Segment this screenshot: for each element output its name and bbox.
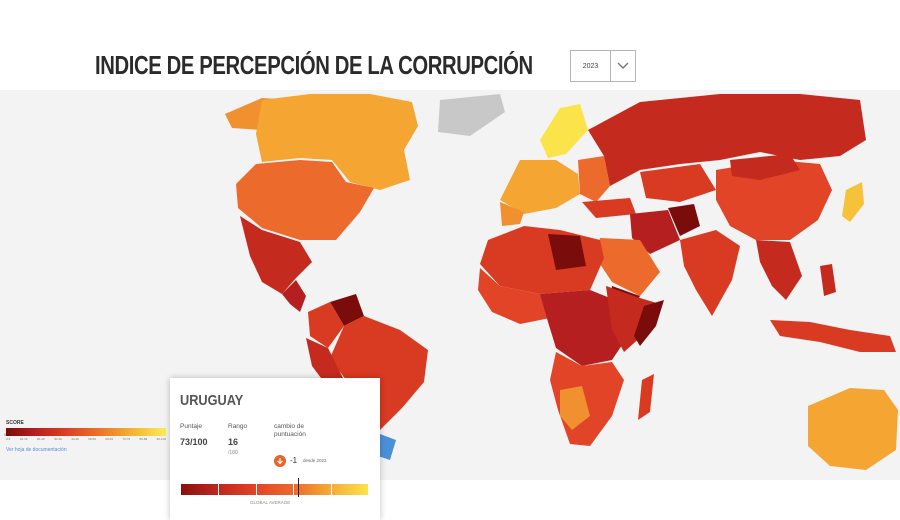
country-greenland[interactable] xyxy=(438,94,505,136)
country-mexico[interactable] xyxy=(240,216,312,294)
country-iberia[interactable] xyxy=(500,202,524,226)
score-marker xyxy=(298,478,299,497)
change-since: desde 2022 xyxy=(303,458,327,463)
country-colombia[interactable] xyxy=(308,302,344,348)
legend-tick: 70-79 xyxy=(122,437,131,441)
legend-tick: 30-39 xyxy=(53,437,62,441)
score-value: 73/100 xyxy=(180,437,208,447)
country-east-africa[interactable] xyxy=(606,286,660,352)
country-china[interactable] xyxy=(716,160,832,240)
change-label-line-1: cambio de xyxy=(274,423,304,430)
score-scale-bar xyxy=(181,484,368,495)
country-eastern-europe[interactable] xyxy=(578,156,610,202)
legend-tick: 10-19 xyxy=(19,437,28,441)
country-peru[interactable] xyxy=(306,338,344,390)
country-western-europe[interactable] xyxy=(500,160,580,214)
country-west-africa[interactable] xyxy=(478,268,550,324)
map-legend: SCORE 0-9 10-19 20-29 30-39 40-49 50-59 … xyxy=(4,420,171,453)
country-madagascar[interactable] xyxy=(638,374,654,420)
rank-label: Rango xyxy=(228,423,248,430)
score-label: Puntaje xyxy=(180,423,203,430)
legend-tick: 40-49 xyxy=(71,437,79,441)
legend-label: SCORE xyxy=(6,420,24,426)
country-canada[interactable] xyxy=(256,94,418,190)
country-southeast-asia[interactable] xyxy=(756,240,802,300)
country-saudi-arabia[interactable] xyxy=(596,238,660,296)
legend-no-data: 0 xyxy=(4,432,7,437)
country-japan[interactable] xyxy=(842,182,864,222)
scale-divider xyxy=(218,484,219,495)
year-select[interactable]: 2023 xyxy=(570,50,636,82)
change-label-line-2: puntuación xyxy=(274,430,306,438)
country-somalia[interactable] xyxy=(634,300,664,346)
country-uruguay[interactable] xyxy=(378,434,396,460)
legend-tick: 50-59 xyxy=(88,437,96,441)
scale-divider xyxy=(256,484,257,495)
country-botswana-namibia[interactable] xyxy=(560,386,590,430)
page-title: INDICE DE PERCEPCIÓN DE LA CORRUPCIÓN xyxy=(95,50,533,80)
country-scandinavia[interactable] xyxy=(540,104,588,158)
country-iran[interactable] xyxy=(630,210,680,254)
country-turkey[interactable] xyxy=(582,198,636,218)
country-central-africa[interactable] xyxy=(540,290,632,366)
scale-bar-label: GLOBAL AVERAGE xyxy=(250,500,291,505)
page-header: INDICE DE PERCEPCIÓN DE LA CORRUPCIÓN 20… xyxy=(0,0,900,90)
world-map[interactable] xyxy=(0,90,900,480)
country-detail-card: URUGUAY Puntaje 73/100 Rango 16 /180 cam… xyxy=(170,378,380,520)
country-philippines[interactable] xyxy=(820,264,836,296)
legend-ticks: 0-9 10-19 20-29 30-39 40-49 50-59 60-69 … xyxy=(6,437,166,441)
country-central-america[interactable] xyxy=(282,280,306,312)
legend-color-scale xyxy=(6,428,166,436)
country-libya[interactable] xyxy=(548,234,586,270)
legend-tick: 0-9 xyxy=(6,437,11,441)
scale-divider xyxy=(331,484,332,495)
rank-total: /180 xyxy=(228,450,238,456)
country-australia[interactable] xyxy=(808,388,898,470)
chevron-down-icon[interactable] xyxy=(610,51,635,81)
documentation-link[interactable]: Ver hoja de documentación xyxy=(6,447,67,453)
country-north-africa[interactable] xyxy=(480,226,604,294)
country-usa[interactable] xyxy=(236,160,374,240)
rank-value: 16 xyxy=(228,437,239,447)
country-brazil[interactable] xyxy=(330,316,428,430)
country-india[interactable] xyxy=(680,230,740,316)
change-label: cambio de puntuación xyxy=(274,423,306,439)
change-value: -1 xyxy=(290,456,298,465)
arrow-down-icon xyxy=(274,455,286,467)
country-venezuela[interactable] xyxy=(330,294,364,326)
legend-tick: 90-100 xyxy=(156,437,166,441)
country-mongolia[interactable] xyxy=(730,154,800,180)
legend-tick: 60-69 xyxy=(105,437,113,441)
country-kazakhstan[interactable] xyxy=(640,164,716,202)
country-afghanistan[interactable] xyxy=(668,204,700,236)
legend-tick: 20-29 xyxy=(36,437,45,441)
country-russia[interactable] xyxy=(588,94,866,186)
year-select-value: 2023 xyxy=(582,62,599,70)
legend-tick: 80-89 xyxy=(139,437,148,441)
country-indonesia[interactable] xyxy=(770,320,896,352)
scale-divider xyxy=(293,484,294,495)
country-name: URUGUAY xyxy=(180,392,244,409)
